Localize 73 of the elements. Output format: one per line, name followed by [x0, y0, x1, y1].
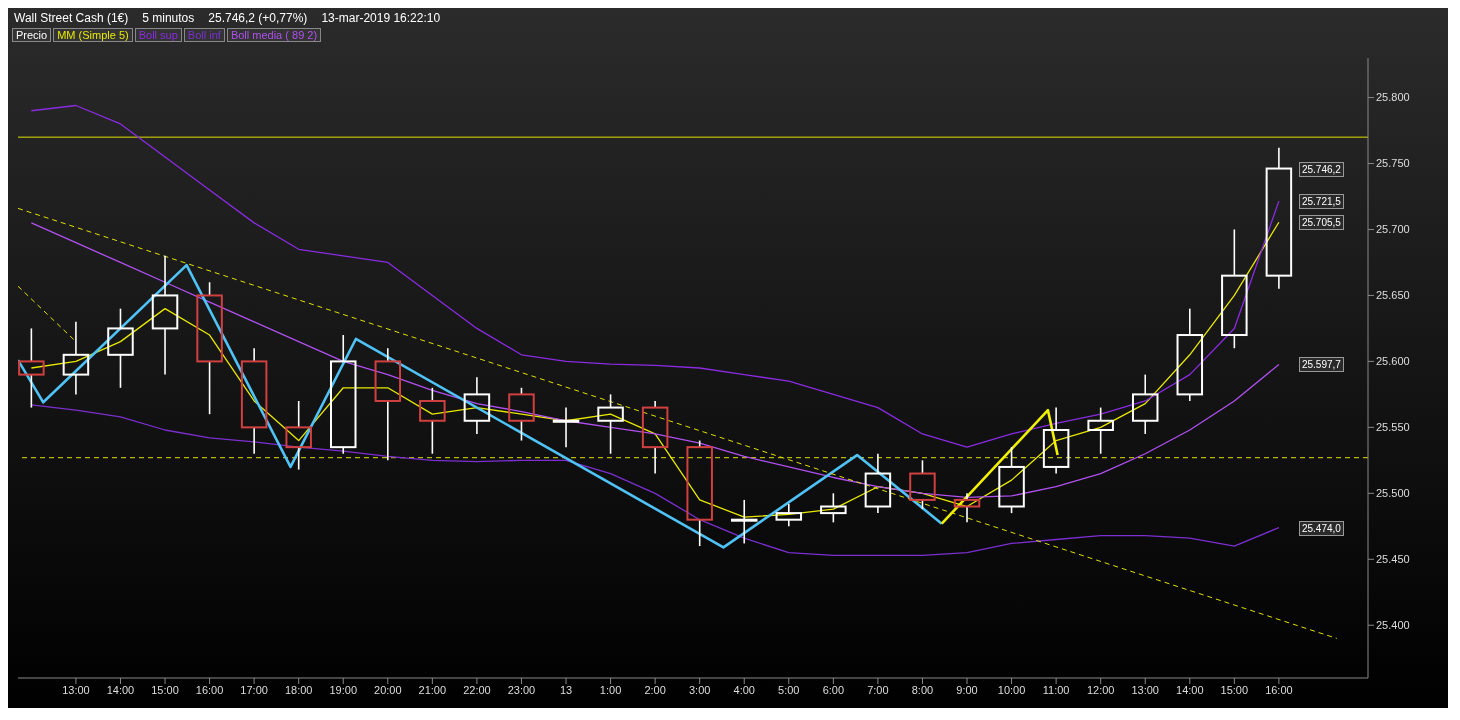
candlestick — [953, 492, 981, 524]
x-tick-label: 22:00 — [463, 683, 491, 696]
candlestick — [151, 255, 179, 376]
x-tick-label: 8:00 — [911, 683, 934, 696]
candlestick — [1176, 307, 1204, 402]
annotation: 25.705,5 — [1298, 215, 1344, 231]
text: Boll media ( 89 2) — [226, 28, 322, 42]
x-tick-label: 13:00 — [1131, 683, 1159, 696]
x-tick-label: 2:00 — [644, 683, 666, 696]
y-tick-label: 25.400 — [1376, 619, 1410, 632]
candlestick — [240, 347, 268, 455]
chart-title: Wall Street Cash (1€) — [14, 11, 129, 25]
x-tick-label: 16:00 — [1265, 683, 1293, 696]
annotation: 25.474,0 — [1298, 520, 1344, 536]
x-tick-label: 23:00 — [507, 683, 536, 696]
x-tick-label: 19:00 — [329, 683, 358, 696]
y-tick-label: 25.500 — [1376, 487, 1410, 500]
line-series — [30, 104, 1280, 448]
x-tick-label: 13:00 — [62, 683, 90, 696]
candlestick — [1042, 406, 1070, 475]
y-tick-label: 25.800 — [1376, 91, 1410, 104]
y-tick-label: 25.650 — [1376, 289, 1410, 302]
x-tick-label: 14:00 — [106, 683, 135, 696]
text: MM (Simple 5) — [53, 28, 133, 42]
x-tick-label: 16:00 — [195, 683, 224, 696]
x-tick-label: 21:00 — [418, 683, 447, 696]
y-tick-label: 25.600 — [1376, 355, 1410, 368]
x-tick-label: 5:00 — [778, 683, 800, 696]
y-tick-label: 25.450 — [1376, 553, 1410, 566]
candlestick — [285, 400, 312, 471]
annotation: 25.746,2 — [1298, 161, 1344, 177]
x-tick-label: 9:00 — [956, 683, 978, 696]
candlestick — [374, 347, 402, 462]
y-tick-label: 25.700 — [1376, 223, 1410, 236]
candlestick — [775, 503, 803, 528]
x-tick-label: 20:00 — [374, 683, 402, 696]
x-tick-label: 3:00 — [688, 683, 711, 696]
text: 25.746,2 (+0,77%) — [208, 11, 308, 25]
candlestick — [641, 400, 669, 475]
x-tick-label: 4:00 — [733, 683, 755, 696]
x-tick-label: 15:00 — [1220, 683, 1249, 696]
x-tick-label: 6:00 — [822, 683, 845, 696]
x-tick-label: 13 — [559, 683, 573, 696]
x-tick-label: 15:00 — [151, 683, 179, 696]
text: Precio — [12, 28, 52, 42]
x-tick-label: 10:00 — [997, 683, 1026, 696]
line-series — [18, 263, 944, 549]
x-tick-label: 12:00 — [1086, 683, 1115, 696]
text: 13-mar-2019 16:22:10 — [321, 11, 441, 25]
text: Boll sup — [134, 28, 182, 42]
candlestick — [463, 376, 491, 435]
line-series — [30, 404, 1280, 556]
candlestick — [330, 334, 357, 455]
x-tick-label: 11:00 — [1042, 683, 1070, 696]
candlestick — [62, 321, 90, 396]
annotation: 25.721,5 — [1298, 194, 1344, 210]
x-tick-label: 14:00 — [1176, 683, 1204, 696]
y-tick-label: 25.750 — [1376, 157, 1410, 170]
x-tick-label: 18:00 — [284, 683, 313, 696]
candlestick — [864, 452, 892, 514]
x-tick-label: 17:00 — [240, 683, 268, 696]
annotation: 25.597,7 — [1298, 357, 1344, 373]
candlestick — [730, 499, 758, 545]
candlestick — [18, 327, 45, 409]
text: Boll inf — [183, 28, 225, 42]
x-tick-label: 1:00 — [599, 683, 622, 696]
candlestick — [107, 307, 134, 389]
y-tick-label: 25.550 — [1376, 421, 1410, 434]
candlestick — [552, 406, 580, 448]
chart-subtitle: 5 minutos — [142, 11, 195, 25]
candlestick — [1131, 373, 1159, 435]
candlestick — [1265, 146, 1293, 290]
x-tick-label: 7:00 — [867, 683, 889, 696]
